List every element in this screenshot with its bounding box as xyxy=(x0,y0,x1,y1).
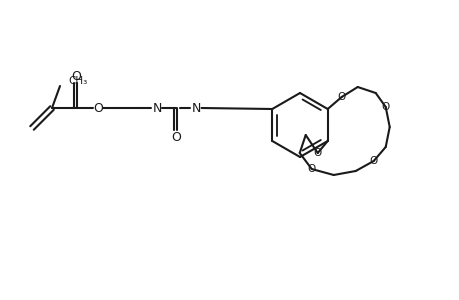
Text: O: O xyxy=(369,156,377,166)
Text: O: O xyxy=(93,101,103,115)
Text: N: N xyxy=(152,101,161,115)
Text: O: O xyxy=(171,130,180,143)
Text: N: N xyxy=(191,101,200,115)
Text: O: O xyxy=(381,102,389,112)
Text: CH₃: CH₃ xyxy=(68,76,87,86)
Text: O: O xyxy=(313,148,321,158)
Text: O: O xyxy=(71,70,81,83)
Text: O: O xyxy=(337,92,345,102)
Text: O: O xyxy=(307,164,315,174)
